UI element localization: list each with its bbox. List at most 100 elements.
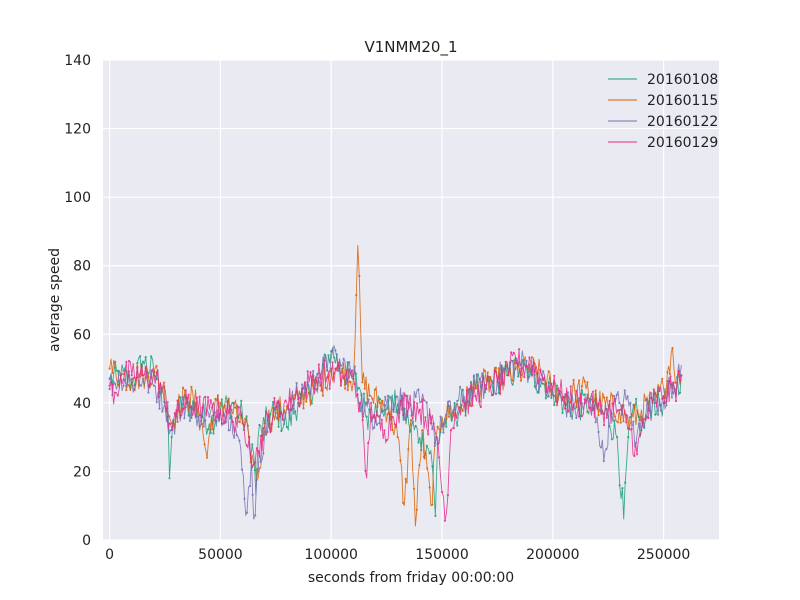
y-tick-label: 20 [73, 464, 91, 480]
data-point [130, 374, 133, 377]
data-point [603, 396, 606, 399]
data-point [226, 400, 229, 403]
data-point [561, 411, 564, 415]
data-point [648, 394, 651, 397]
data-point [643, 424, 646, 427]
data-point [303, 381, 306, 384]
data-point [654, 413, 657, 416]
x-axis-ticks: 0 50000 100000 150000 200000 250000 [105, 547, 690, 563]
data-point [458, 385, 462, 388]
data-point [544, 382, 548, 385]
data-point [659, 409, 662, 412]
data-point [245, 444, 248, 447]
data-point [292, 397, 295, 400]
data-point [176, 420, 179, 424]
data-point [589, 398, 592, 401]
data-point [655, 405, 658, 408]
data-point [544, 397, 548, 400]
chart-title: V1NMM20_1 [364, 38, 457, 57]
data-point [276, 417, 279, 420]
data-point [663, 402, 667, 405]
data-point [203, 443, 206, 446]
data-point [636, 409, 639, 412]
data-point [555, 404, 559, 407]
data-point [644, 418, 647, 421]
data-point [550, 382, 553, 385]
data-point [674, 381, 677, 384]
data-point [597, 414, 600, 417]
data-point [407, 401, 410, 404]
data-point [290, 409, 293, 412]
data-point [427, 433, 430, 436]
data-point [404, 477, 407, 480]
data-point [488, 376, 491, 379]
x-tick-label: 200000 [526, 547, 579, 563]
data-point [390, 416, 394, 419]
data-point [302, 407, 305, 410]
data-point [671, 346, 674, 350]
data-point [589, 406, 592, 409]
data-point [558, 392, 561, 396]
data-point [438, 456, 441, 459]
data-point [292, 407, 295, 410]
data-point [417, 441, 420, 444]
data-point [353, 365, 356, 368]
data-point [356, 393, 359, 396]
data-point [287, 407, 290, 410]
data-point [139, 373, 142, 376]
data-point [434, 514, 437, 518]
data-point [180, 402, 183, 405]
data-point [139, 384, 142, 387]
y-tick-label: 80 [73, 259, 91, 275]
data-point [677, 369, 680, 373]
data-point [461, 409, 464, 412]
data-point [640, 415, 643, 418]
series-20160122 [108, 344, 682, 520]
data-point [572, 378, 575, 381]
data-point [616, 436, 619, 439]
legend-item: 20160122 [608, 114, 718, 130]
data-point [125, 385, 128, 388]
data-point [618, 401, 621, 404]
data-point [171, 428, 174, 431]
data-point [566, 410, 570, 413]
data-point [416, 402, 419, 405]
data-point [308, 391, 311, 394]
data-point [381, 399, 384, 402]
data-point [380, 418, 383, 421]
x-tick-label: 50000 [198, 547, 243, 563]
data-point [357, 386, 360, 389]
data-point [375, 410, 378, 413]
data-point [378, 415, 381, 418]
data-point [259, 434, 262, 438]
data-point [668, 377, 671, 380]
data-point [324, 386, 327, 389]
data-point [594, 421, 597, 424]
data-point [337, 364, 340, 367]
data-point [518, 348, 521, 351]
data-point [496, 381, 499, 384]
data-point [471, 404, 474, 407]
data-point [281, 418, 284, 421]
data-point [665, 404, 668, 407]
data-point [295, 390, 298, 393]
data-point [564, 407, 567, 410]
data-point [450, 417, 453, 421]
y-tick-label: 120 [64, 122, 91, 138]
data-point [594, 398, 597, 401]
data-point [223, 422, 226, 425]
data-point [578, 379, 581, 382]
data-point [520, 367, 523, 370]
data-point [550, 396, 553, 400]
data-point [386, 413, 389, 416]
data-point [139, 355, 142, 358]
data-point [499, 392, 502, 395]
data-point [493, 369, 496, 372]
data-point [657, 413, 660, 416]
data-point [320, 389, 323, 392]
data-point [113, 391, 117, 394]
data-point [624, 481, 627, 484]
data-point [680, 374, 683, 377]
data-point [136, 362, 139, 365]
data-point [645, 398, 649, 401]
